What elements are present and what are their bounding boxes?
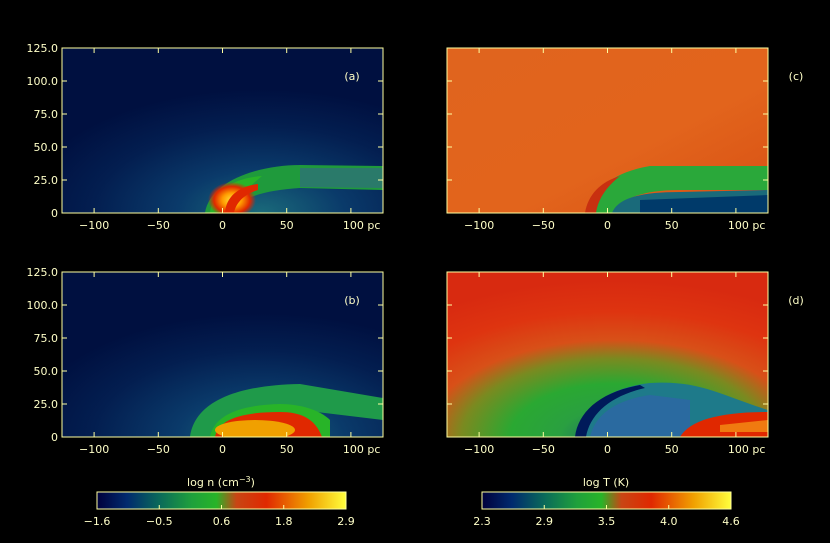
colorbar-temperature-tick-label: 3.5	[598, 515, 616, 528]
panel-a-xtick-label: 0	[219, 219, 226, 232]
panel-c-xtick-label: 50	[665, 219, 679, 232]
colorbar-density-gradient	[97, 492, 346, 509]
panel-a-xtick-label: −50	[147, 219, 170, 232]
colorbar-density-label: log n (cm−3)	[187, 475, 255, 489]
panel-d-image	[447, 272, 768, 437]
panel-b-xtick-label: 100 pc	[343, 443, 381, 456]
panel-c-xtick-label: 100 pc	[728, 219, 766, 232]
colorbar-density-tick-label: 1.8	[275, 515, 293, 528]
panel-b-image	[62, 272, 383, 437]
panel-b-ytick-label: 125.0	[27, 266, 59, 279]
panel-c-label: (c)	[789, 70, 804, 83]
panel-a-image	[62, 48, 383, 213]
panel-b-xtick-label: −50	[147, 443, 170, 456]
panel-b-ytick-label: 50.0	[34, 365, 59, 378]
colorbar-temperature-gradient	[482, 492, 731, 509]
panel-b-ytick-label: 0	[51, 431, 58, 444]
panel-a-ytick-label: 50.0	[34, 141, 59, 154]
panel-c-xtick-label: −100	[464, 219, 494, 232]
panel-d-xtick-label: −100	[464, 443, 494, 456]
colorbar-temperature-tick-label: 2.9	[536, 515, 554, 528]
colorbar-temperature-label: log T (K)	[583, 476, 629, 489]
colorbar-temperature-tick-label: 2.3	[473, 515, 491, 528]
colorbar-density-tick-label: −1.6	[84, 515, 111, 528]
panel-b-xtick-label: 50	[280, 443, 294, 456]
panel-a-ytick-label: 75.0	[34, 108, 59, 121]
panel-a-xtick-label: −100	[79, 219, 109, 232]
panel-a-ytick-label: 100.0	[27, 75, 59, 88]
colorbar-temperature-tick-label: 4.0	[660, 515, 678, 528]
panel-b-label: (b)	[344, 294, 360, 307]
panel-c-image	[447, 48, 768, 213]
colorbar-density-tick-label: 2.9	[337, 515, 355, 528]
panel-d-label: (d)	[788, 294, 804, 307]
panel-a-ytick-label: 125.0	[27, 42, 59, 55]
panel-a-xtick-label: 100 pc	[343, 219, 381, 232]
colorbar-density-tick-label: −0.5	[146, 515, 173, 528]
colorbar-temperature-tick-label: 4.6	[722, 515, 740, 528]
panel-c-xtick-label: −50	[532, 219, 555, 232]
panel-d-xtick-label: 100 pc	[728, 443, 766, 456]
panel-a-xtick-label: 50	[280, 219, 294, 232]
colorbar-density-tick-label: 0.6	[213, 515, 231, 528]
panel-d-xtick-label: 50	[665, 443, 679, 456]
panel-b-ytick-label: 25.0	[34, 398, 59, 411]
panel-a-label: (a)	[344, 70, 359, 83]
panel-a-ytick-label: 25.0	[34, 174, 59, 187]
panel-b-xtick-label: −100	[79, 443, 109, 456]
panel-d-xtick-label: −50	[532, 443, 555, 456]
axis-ticks-layer: (a) −100 −50 0 50 100 pc 125.0 100.0 75.0 50.0 25.…	[27, 42, 804, 528]
panel-b-ytick-label: 75.0	[34, 332, 59, 345]
panel-b-xtick-label: 0	[219, 443, 226, 456]
panel-c-xtick-label: 0	[604, 219, 611, 232]
panel-a-ytick-label: 0	[51, 207, 58, 220]
panel-b-ytick-label: 100.0	[27, 299, 59, 312]
panel-d-xtick-label: 0	[604, 443, 611, 456]
